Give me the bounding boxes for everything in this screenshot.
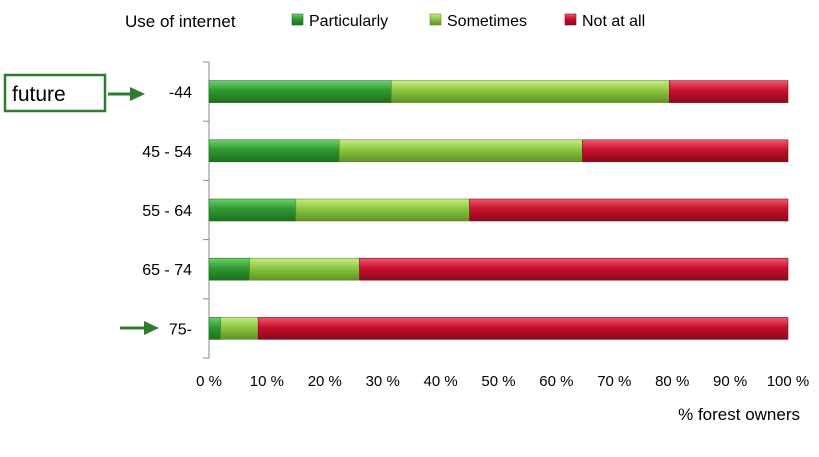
x-axis-tick-labels: 0 % 10 % 20 % 30 % 40 % 50 % 60 % 70 % 80 % 90 % 1…	[196, 373, 809, 390]
legend-label-sometimes: Sometimes	[447, 13, 527, 30]
x-tick-label-1: 10 %	[250, 373, 284, 390]
bar-75-particularly	[208, 317, 221, 340]
y-axis-ticks	[203, 61, 209, 359]
legend-swatch-sometimes	[429, 13, 442, 26]
legend-label-particularly: Particularly	[309, 13, 388, 30]
x-tick-label-10: 100 %	[767, 373, 810, 390]
legend: Use of internet Particularly Sometimes N…	[125, 12, 645, 31]
bars	[208, 80, 789, 340]
future-arrow-icon	[108, 87, 145, 101]
x-axis-title: % forest owners	[678, 405, 800, 424]
bar-44-sometimes	[391, 80, 670, 103]
x-tick-label-6: 60 %	[539, 373, 573, 390]
legend-item-not-at-all: Not at all	[564, 13, 645, 30]
category-label-45-54: 45 - 54	[142, 144, 192, 161]
legend-title: Use of internet	[125, 12, 236, 31]
x-tick-label-2: 20 %	[308, 373, 342, 390]
bar-55-64-particularly	[208, 198, 297, 222]
bar-45-54-sometimes	[338, 139, 583, 163]
future-annotation: future	[3, 73, 145, 113]
bar-75-not-at-all	[257, 317, 789, 340]
category-label-75: 75-	[169, 321, 192, 338]
x-tick-label-3: 30 %	[366, 373, 400, 390]
bar-55-64-not-at-all	[469, 198, 789, 222]
x-tick-label-5: 50 %	[481, 373, 515, 390]
x-tick-label-8: 80 %	[655, 373, 689, 390]
legend-swatch-particularly	[291, 13, 304, 26]
oldest-arrow-icon	[120, 321, 159, 335]
bar-75-sometimes	[220, 317, 259, 340]
bar-45-54-particularly	[208, 139, 340, 163]
category-labels: -44 45 - 54 55 - 64 65 - 74 75-	[142, 85, 192, 339]
x-tick-label-7: 70 %	[597, 373, 631, 390]
legend-item-particularly: Particularly	[291, 13, 388, 30]
future-label: future	[12, 83, 66, 106]
bar-55-64-sometimes	[295, 198, 470, 222]
bar-65-74-not-at-all	[359, 257, 789, 281]
legend-swatch-not-at-all	[564, 13, 577, 26]
bar-65-74-particularly	[208, 257, 250, 281]
bar-44-particularly	[208, 80, 392, 103]
legend-item-sometimes: Sometimes	[429, 13, 527, 30]
bar-65-74-sometimes	[249, 257, 360, 281]
x-tick-label-9: 90 %	[713, 373, 747, 390]
bar-44-not-at-all	[669, 80, 789, 103]
category-label-55-64: 55 - 64	[142, 203, 192, 220]
category-label-65-74: 65 - 74	[142, 262, 192, 279]
legend-label-not-at-all: Not at all	[582, 13, 645, 30]
x-tick-label-0: 0 %	[196, 373, 222, 390]
x-tick-label-4: 40 %	[423, 373, 457, 390]
category-label-44: -44	[169, 85, 192, 102]
bar-45-54-not-at-all	[582, 139, 789, 163]
future-box	[3, 73, 107, 113]
